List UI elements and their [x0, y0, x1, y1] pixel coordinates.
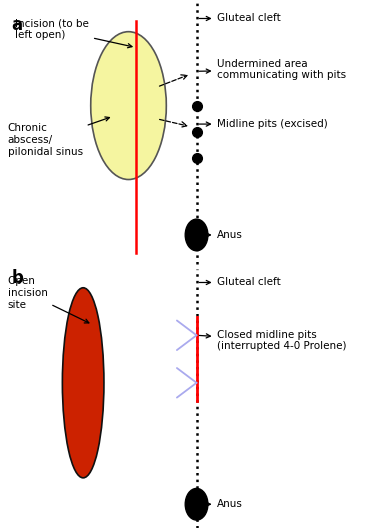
Text: Gluteal cleft: Gluteal cleft — [199, 14, 281, 23]
Ellipse shape — [62, 288, 104, 478]
Text: Midline pits (excised): Midline pits (excised) — [199, 119, 328, 129]
Text: Closed midline pits
(interrupted 4-0 Prolene): Closed midline pits (interrupted 4-0 Pro… — [199, 330, 347, 351]
Text: Gluteal cleft: Gluteal cleft — [199, 278, 281, 287]
Text: b: b — [11, 269, 23, 287]
Text: Chronic
abscess/
pilonidal sinus: Chronic abscess/ pilonidal sinus — [8, 117, 110, 156]
Text: Anus: Anus — [206, 499, 243, 509]
Text: Anus: Anus — [206, 230, 243, 240]
Ellipse shape — [91, 32, 166, 180]
Text: Incision (to be
left open): Incision (to be left open) — [15, 18, 132, 48]
Text: Undermined area
communicating with pits: Undermined area communicating with pits — [199, 59, 347, 80]
Text: a: a — [11, 16, 22, 34]
Circle shape — [185, 488, 208, 520]
Circle shape — [185, 219, 208, 251]
Text: Open
incision
site: Open incision site — [8, 277, 89, 323]
